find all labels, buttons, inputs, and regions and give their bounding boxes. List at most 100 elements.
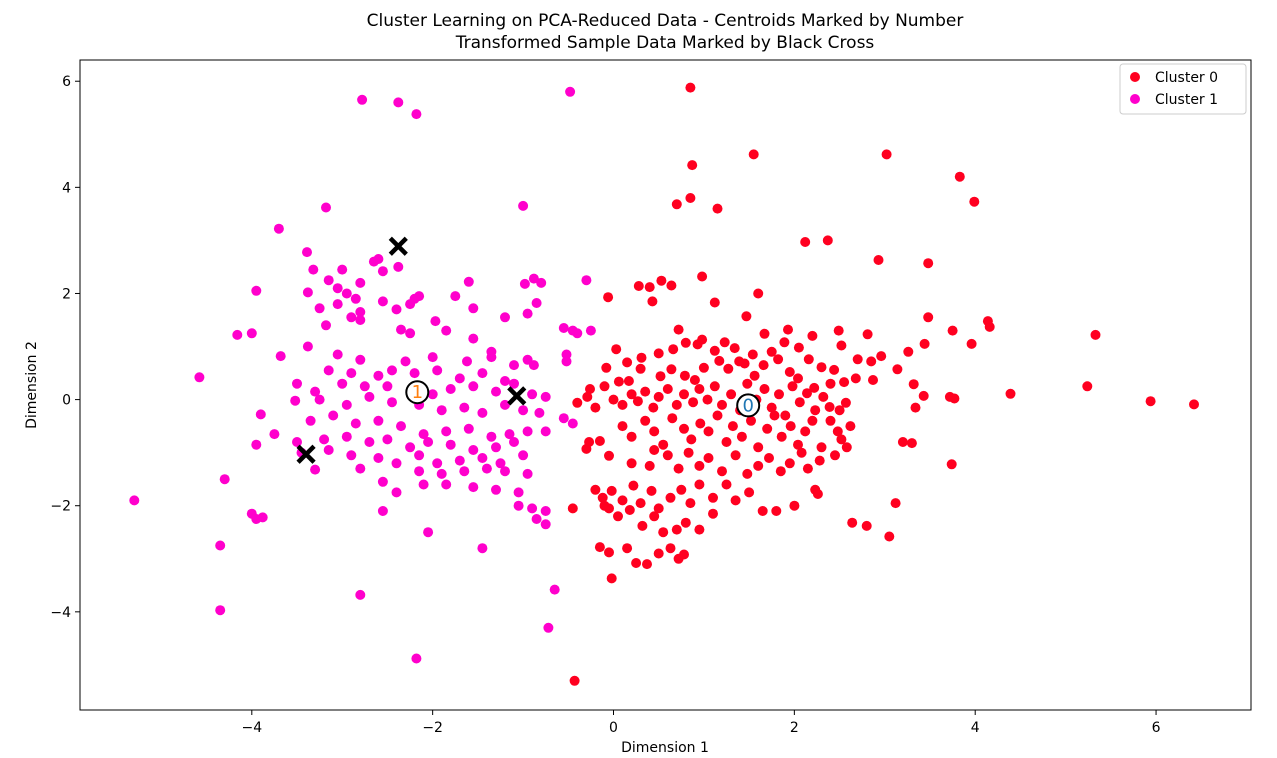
point-cluster-0 <box>608 394 619 405</box>
point-cluster-0 <box>747 349 758 360</box>
point-cluster-0 <box>626 389 637 400</box>
point-cluster-0 <box>1082 381 1093 392</box>
point-cluster-1 <box>405 328 416 339</box>
point-cluster-1 <box>219 474 230 485</box>
point-cluster-0 <box>769 410 780 421</box>
point-cluster-1 <box>561 356 572 367</box>
point-cluster-1 <box>129 495 140 506</box>
point-cluster-1 <box>355 307 366 317</box>
y-axis-ticks: −4 −2 0 2 4 6 <box>50 74 80 621</box>
point-cluster-0 <box>861 520 872 531</box>
point-cluster-0 <box>694 524 705 535</box>
legend: Cluster 0 Cluster 1 <box>1119 63 1247 115</box>
point-cluster-0 <box>785 421 796 432</box>
point-cluster-0 <box>906 438 917 449</box>
legend-marker-cluster-1 <box>1130 94 1140 104</box>
y-tick-label: −4 <box>50 605 71 621</box>
point-cluster-0 <box>884 531 895 542</box>
point-cluster-0 <box>671 524 682 535</box>
point-cluster-0 <box>809 382 820 393</box>
point-cluster-1 <box>441 426 452 437</box>
point-cluster-0 <box>597 492 608 503</box>
point-cluster-1 <box>427 352 438 363</box>
point-cluster-1 <box>393 97 404 108</box>
point-cluster-0 <box>818 391 829 402</box>
point-cluster-0 <box>679 549 689 560</box>
point-cluster-1 <box>377 476 388 487</box>
point-cluster-0 <box>703 426 714 437</box>
point-cluster-0 <box>647 296 658 307</box>
point-cluster-1 <box>463 276 474 287</box>
point-cluster-1 <box>350 293 361 304</box>
point-cluster-0 <box>773 354 784 365</box>
point-cluster-0 <box>653 348 664 359</box>
point-cluster-0 <box>836 340 847 351</box>
point-cluster-1 <box>387 397 397 408</box>
point-cluster-0 <box>606 485 617 496</box>
point-cluster-0 <box>714 355 725 366</box>
point-cluster-1 <box>323 445 334 455</box>
point-cluster-1 <box>357 94 368 105</box>
point-cluster-0 <box>668 344 679 355</box>
point-cluster-1 <box>572 328 583 339</box>
point-cluster-0 <box>655 371 666 382</box>
point-cluster-1 <box>350 418 361 429</box>
point-cluster-0 <box>594 436 605 446</box>
point-cluster-1 <box>518 200 529 211</box>
point-cluster-0 <box>673 324 684 335</box>
point-cluster-1 <box>531 298 542 308</box>
point-cluster-1 <box>454 373 465 384</box>
x-tick-label: 6 <box>1152 720 1161 736</box>
point-cluster-1 <box>391 458 402 469</box>
point-cluster-0 <box>793 439 803 450</box>
samples-layer <box>296 236 527 464</box>
point-cluster-1 <box>373 370 384 381</box>
point-cluster-0 <box>836 434 847 445</box>
point-cluster-1 <box>377 296 388 307</box>
point-cluster-1 <box>251 439 262 450</box>
point-cluster-0 <box>673 463 684 474</box>
point-cluster-0 <box>908 379 919 390</box>
point-cluster-0 <box>839 377 850 388</box>
point-cluster-0 <box>730 495 741 506</box>
x-axis-ticks: −4 −2 0 2 4 6 <box>241 710 1161 736</box>
point-cluster-1 <box>565 86 576 97</box>
point-cluster-0 <box>617 495 628 506</box>
point-cluster-1 <box>382 381 393 392</box>
point-cluster-0 <box>649 511 660 522</box>
point-cluster-0 <box>626 431 637 442</box>
point-cluster-0 <box>585 384 595 394</box>
point-cluster-0 <box>626 458 637 469</box>
point-cluster-1 <box>500 376 510 386</box>
point-cluster-1 <box>194 372 205 383</box>
point-cluster-1 <box>561 349 572 360</box>
point-cluster-1 <box>355 277 366 288</box>
point-cluster-0 <box>623 376 634 386</box>
sample-cross-1 <box>507 386 527 406</box>
point-cluster-0 <box>729 343 740 354</box>
point-cluster-1 <box>341 288 352 299</box>
point-cluster-0 <box>686 434 697 445</box>
point-cluster-0 <box>787 381 798 392</box>
point-cluster-0 <box>662 384 673 394</box>
y-axis-label: Dimension 2 <box>24 341 40 429</box>
x-tick-label: −4 <box>241 720 262 736</box>
point-cluster-0 <box>753 460 764 471</box>
point-cluster-0 <box>685 498 696 509</box>
point-cluster-0 <box>766 346 777 357</box>
point-cluster-1 <box>531 514 542 524</box>
point-cluster-0 <box>1189 399 1199 410</box>
point-cluster-1 <box>522 308 533 319</box>
point-cluster-0 <box>984 321 995 332</box>
point-cluster-0 <box>825 415 836 426</box>
point-cluster-1 <box>302 341 313 352</box>
point-cluster-0 <box>814 455 825 466</box>
point-cluster-1 <box>500 312 510 323</box>
point-cluster-0 <box>708 492 718 503</box>
point-cluster-1 <box>486 431 497 442</box>
point-cluster-0 <box>635 498 646 509</box>
point-cluster-0 <box>840 397 851 408</box>
point-cluster-0 <box>632 396 643 407</box>
point-cluster-1 <box>405 442 416 453</box>
